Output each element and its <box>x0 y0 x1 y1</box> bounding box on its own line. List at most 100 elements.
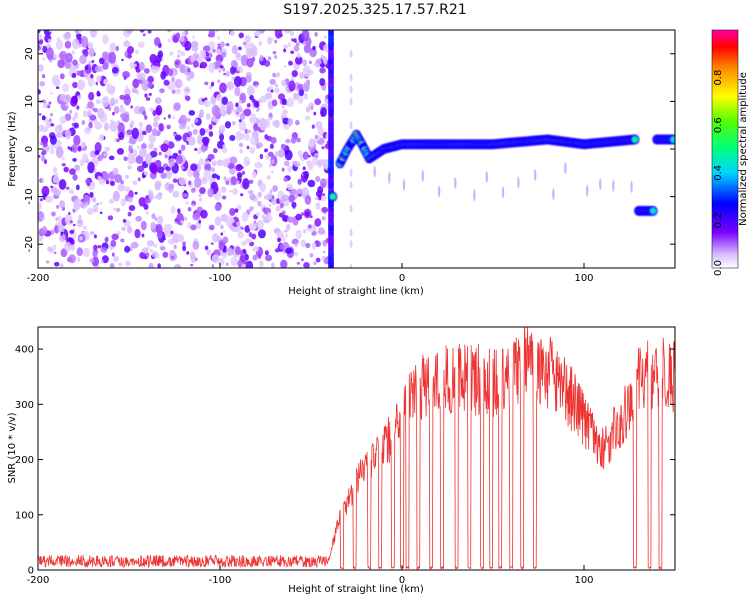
noise-blob <box>158 123 164 132</box>
noise-blob <box>113 207 116 211</box>
noise-blob <box>140 143 147 149</box>
spectrogram-ytick-label: 20 <box>24 47 35 60</box>
noise-blob <box>131 87 138 94</box>
noise-blob <box>191 187 196 193</box>
noise-blob <box>76 95 82 100</box>
noise-blob <box>216 175 220 180</box>
noise-blob <box>43 101 48 109</box>
noise-blob <box>145 124 153 133</box>
noise-blob <box>59 263 64 268</box>
track-tail <box>373 165 376 178</box>
noise-blob <box>222 144 226 148</box>
noise-blob <box>229 207 236 216</box>
noise-blob <box>245 47 254 58</box>
noise-blob <box>148 133 156 144</box>
track-tail <box>517 176 520 189</box>
noise-blob <box>155 104 163 116</box>
noise-blob <box>80 198 85 202</box>
noise-blob <box>101 255 109 264</box>
noise-blob <box>257 107 261 111</box>
doppler-track <box>328 129 675 216</box>
noise-blob <box>38 30 41 34</box>
noise-blob <box>129 246 133 252</box>
noise-blob <box>218 241 226 251</box>
noise-blob <box>186 117 191 122</box>
noise-blob <box>105 179 110 185</box>
noise-blob <box>241 212 249 222</box>
noise-blob <box>132 78 140 89</box>
noise-blob <box>283 229 288 233</box>
noise-blob <box>194 118 199 123</box>
noise-blob <box>77 79 86 91</box>
noise-blob <box>102 51 108 60</box>
noise-blob <box>153 120 159 128</box>
noise-blob <box>208 124 213 130</box>
noise-blob <box>238 119 242 123</box>
noise-blob <box>190 263 194 267</box>
noise-blob <box>191 123 195 128</box>
track-tail <box>473 189 476 202</box>
noise-blob <box>275 205 282 212</box>
noise-blob <box>252 246 259 253</box>
noise-blob <box>70 65 75 70</box>
noise-blob <box>283 48 286 53</box>
noise-blob <box>168 158 176 168</box>
noise-blob <box>308 60 312 65</box>
noise-blob <box>239 255 245 262</box>
noise-blob <box>149 150 158 158</box>
noise-blob <box>274 39 278 44</box>
noise-blob <box>177 54 180 59</box>
noise-blob <box>323 35 328 39</box>
noise-blob <box>267 151 274 158</box>
noise-blob <box>211 173 218 179</box>
noise-blob <box>238 46 242 51</box>
noise-blob <box>286 97 295 108</box>
spectrogram-xtick-label: 0 <box>399 273 405 284</box>
noise-blob <box>315 241 322 247</box>
track-tail <box>533 169 537 182</box>
noise-blob <box>102 62 109 70</box>
noise-blob <box>253 100 260 108</box>
noise-blob <box>148 92 152 96</box>
noise-blob <box>319 67 326 74</box>
noise-blob <box>234 208 239 213</box>
noise-blob <box>241 170 245 175</box>
noise-blob <box>45 195 53 203</box>
noise-blob <box>89 182 94 187</box>
noise-blob <box>148 191 154 201</box>
noise-blob <box>292 94 300 101</box>
track-tail <box>501 186 505 199</box>
noise-blob <box>219 65 224 69</box>
noise-blob <box>322 255 326 261</box>
noise-blob <box>150 65 159 74</box>
noise-blob <box>219 106 226 115</box>
noise-blob <box>264 250 269 256</box>
noise-blob <box>57 59 65 69</box>
noise-blob <box>110 239 117 248</box>
noise-blob <box>130 120 135 125</box>
track-tail <box>552 188 555 201</box>
noise-blob <box>118 131 125 141</box>
noise-blob <box>255 84 258 89</box>
noise-blob <box>89 30 98 38</box>
noise-blob <box>249 117 257 124</box>
noise-blob <box>223 72 226 76</box>
noise-blob <box>42 57 46 61</box>
noise-blob <box>246 129 252 134</box>
noise-blob <box>138 121 144 128</box>
noise-blob <box>267 56 272 61</box>
noise-blob <box>258 260 264 268</box>
noise-blob <box>315 197 319 201</box>
noise-blob <box>286 87 290 91</box>
noise-blob <box>233 75 242 88</box>
noise-blob <box>203 100 211 108</box>
noise-blob <box>87 161 95 174</box>
noise-blob <box>186 251 190 255</box>
noise-blob <box>112 111 115 116</box>
noise-blob <box>50 112 53 117</box>
noise-blob <box>192 203 195 207</box>
noise-blob <box>100 259 104 264</box>
noise-blob <box>144 115 148 120</box>
noise-blob <box>182 241 186 246</box>
